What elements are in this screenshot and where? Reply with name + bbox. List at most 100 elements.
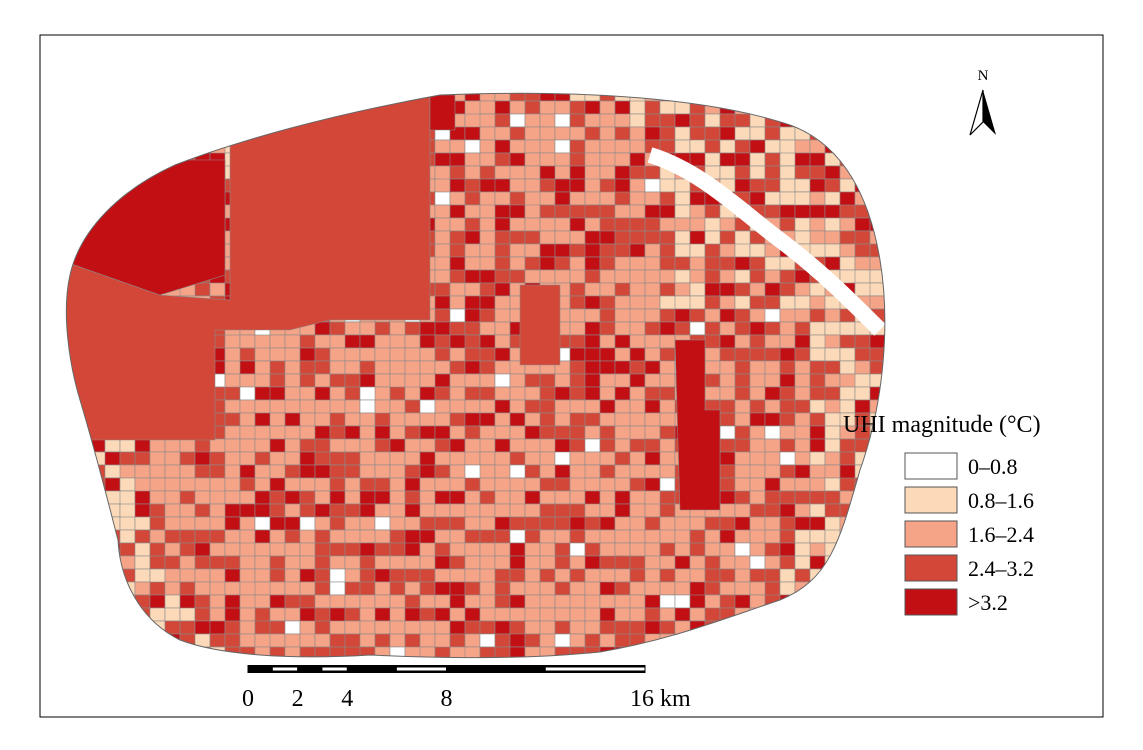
map-block [794, 308, 811, 323]
map-block [419, 386, 436, 401]
map-block [239, 451, 256, 466]
map-block [479, 386, 496, 401]
map-block [584, 282, 601, 297]
map-block [614, 386, 631, 401]
map-block [734, 165, 751, 180]
map-block [794, 217, 811, 232]
map-block [734, 412, 751, 427]
river [647, 147, 885, 336]
map-block [404, 581, 421, 596]
map-block [269, 412, 286, 427]
map-block [584, 555, 601, 570]
map-block [449, 425, 466, 440]
map-block [569, 581, 586, 596]
map-block [404, 347, 421, 362]
map-block [434, 438, 451, 453]
map-block [479, 529, 496, 544]
map-block [419, 347, 436, 362]
map-block [839, 477, 856, 492]
map-block [644, 269, 661, 284]
map-block [254, 490, 271, 505]
map-block [434, 451, 451, 466]
map-block [464, 503, 481, 518]
map-block [509, 477, 526, 492]
map-block [524, 165, 541, 180]
map-block [734, 347, 751, 362]
north-label: N [978, 68, 989, 84]
map-block [749, 529, 766, 544]
map-block [869, 295, 885, 310]
map-block [749, 334, 766, 349]
map-block [839, 360, 856, 375]
map-block [464, 542, 481, 557]
map-block [224, 568, 241, 583]
map-block [374, 568, 391, 583]
map-block [389, 529, 406, 544]
map-block [629, 204, 646, 219]
map-block [359, 438, 376, 453]
map-block [494, 464, 511, 479]
map-block [509, 386, 526, 401]
map-block [719, 113, 736, 128]
map-zone [674, 339, 721, 511]
map-block [404, 334, 421, 349]
map-block [494, 425, 511, 440]
map-block [239, 438, 256, 453]
map-block [644, 230, 661, 245]
map-block [659, 347, 676, 362]
map-block [809, 399, 826, 414]
map-block [749, 542, 766, 557]
map-block [374, 373, 391, 388]
map-block [614, 256, 631, 271]
scale-bar-segment [322, 667, 348, 671]
map-block [164, 568, 181, 583]
map-block [479, 490, 496, 505]
map-zone [519, 284, 561, 366]
map-block [764, 529, 781, 544]
map-block [464, 451, 481, 466]
map-block [164, 503, 181, 518]
map-block [419, 321, 436, 336]
map-block [689, 256, 706, 271]
map-block [719, 386, 736, 401]
map-block [569, 451, 586, 466]
map-block [374, 464, 391, 479]
map-block [419, 607, 436, 622]
map-block [809, 230, 826, 245]
map-block [824, 347, 841, 362]
map-block [719, 529, 736, 544]
map-block [839, 438, 856, 453]
map-block [779, 477, 796, 492]
map-block [419, 438, 436, 453]
map-block [749, 477, 766, 492]
map-block [179, 555, 196, 570]
map-block [434, 542, 451, 557]
map-block [779, 360, 796, 375]
map-block [524, 230, 541, 245]
legend-label: 1.6–2.4 [968, 522, 1034, 547]
map-block [119, 477, 136, 492]
map-block [644, 100, 661, 115]
map-block [824, 191, 841, 206]
map-block [194, 490, 211, 505]
map-block [224, 334, 241, 349]
map-block [794, 490, 811, 505]
map-block [224, 633, 241, 648]
map-block [224, 386, 241, 401]
map-block [269, 568, 286, 583]
map-block [554, 477, 571, 492]
map-block [344, 503, 361, 518]
map-block [149, 503, 166, 518]
map-block [524, 256, 541, 271]
map-block [434, 425, 451, 440]
map-block [674, 542, 691, 557]
map-block [404, 425, 421, 440]
map-block [629, 386, 646, 401]
map-block [479, 165, 496, 180]
map-block [464, 386, 481, 401]
map-block [524, 568, 541, 583]
map-zone [429, 94, 456, 131]
map-block [404, 594, 421, 609]
map-block [614, 529, 631, 544]
map-block [824, 204, 841, 219]
